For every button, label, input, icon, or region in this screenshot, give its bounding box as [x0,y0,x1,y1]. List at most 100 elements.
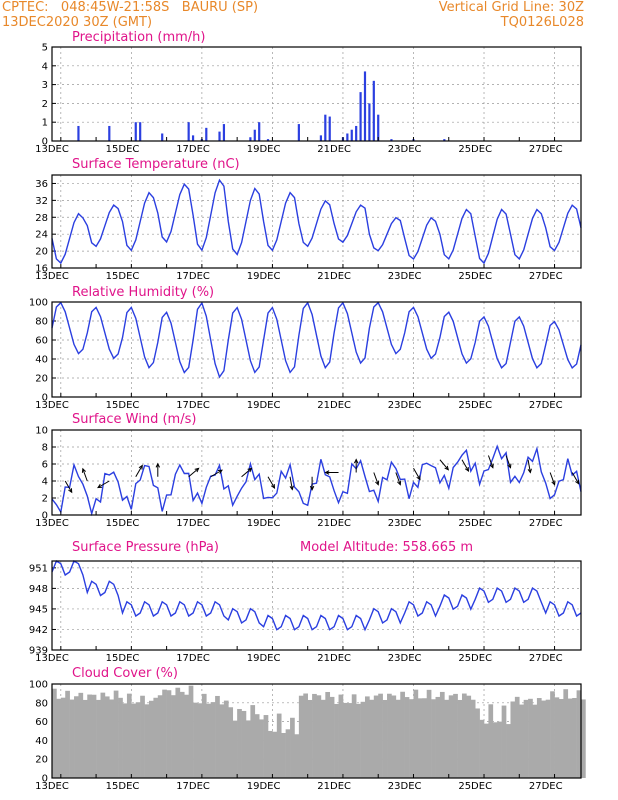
precip-frame [51,46,582,142]
x-tick-label: 23DEC [388,400,422,411]
x-tick-label: 25DEC [458,400,492,411]
cloud-cover-bar [356,703,361,778]
x-tick-label: 21DEC [317,400,351,411]
cloud-cover-bar [373,695,379,778]
precip-bar [368,103,371,141]
precip-panel: Precipitation (mm/h) 0 1 2 3 4 5 13DEC 15DEC 17DE… [35,30,582,155]
cloud-cover-bar [325,691,331,778]
wind-vector-head [353,458,359,464]
x-tick-label: 13DEC [35,653,69,664]
cloud-cover-bar [118,697,123,778]
cloud-cover-bar [285,729,291,778]
precip-bar [108,125,111,141]
x-tick-label: 23DEC [388,781,422,792]
cloud-cover-bar [272,731,278,778]
cloud-cover-bar [144,704,150,778]
cloud-cover-bar [550,691,555,778]
precip-bar [258,122,261,141]
wind-vector-head [324,470,330,475]
y-tick-label: 20 [35,755,48,766]
precip-bar [161,133,164,141]
wind-vector-shaft [241,468,252,478]
wind-vector-shaft [135,465,143,477]
cloud-cover-bar [387,693,392,778]
x-tick-label: 27DEC [529,781,563,792]
cloud-cover-bar [576,690,582,778]
wind-vector-head [507,463,512,469]
cloud-cover-bar [290,717,295,778]
pressure-title: Surface Pressure (hPa) [72,540,219,555]
cloud-cover-bar [484,723,489,778]
cloud-cover-bar [338,694,344,778]
precip-bar [191,135,195,141]
wind-vector-shaft [571,472,580,485]
x-tick-label: 19DEC [247,271,281,282]
cloud-cover-bar [342,702,348,778]
wind-vector-head [217,469,223,474]
x-tick-label: 13DEC [35,781,69,792]
precip-bar [139,122,142,141]
wind-vector-head [375,480,380,486]
y-tick-label: 0 [42,511,48,522]
wind-vector [64,480,73,494]
temp-series [51,178,582,265]
cloud-cover-bar [91,694,97,778]
rh-series [51,301,582,379]
cloud-cover-bar [461,693,467,778]
x-tick-label: 25DEC [458,781,492,792]
y-tick-label: 3 [42,80,48,91]
wind-vector-head [416,475,421,481]
precip-bar [218,131,221,141]
wind-series [51,444,582,517]
wind-vector [487,455,494,469]
cloud-cover-bar [391,695,397,778]
cloud-cover-bar [417,698,423,778]
x-tick-label: 27DEC [529,144,563,155]
header-station: CPTEC: 048:45W-21:58S BAURU (SP) [2,0,259,15]
cloud-cover-bar [558,699,564,778]
cloud-cover-bar [514,696,520,778]
y-tick-label: 942 [29,625,48,636]
y-tick-label: 0 [42,137,48,148]
cloud-cover-bar [334,703,339,778]
x-tick-label: 13DEC [35,400,69,411]
cloud-cover-bar [254,714,260,778]
cloud-cover-bar [448,695,454,778]
cloud-cover-bar [100,692,106,778]
cloud-cover-bar [492,722,498,778]
cloud-cover-bar [506,724,511,778]
pressure-frame [51,560,582,651]
wind-vector-head [575,479,580,485]
precip-bar [363,71,367,141]
wind-vector-shaft [527,459,531,473]
precip-bar [355,125,358,141]
wind-vector-shaft [267,476,275,489]
cloud-cover-bar [360,701,366,778]
y-tick-label: 5 [42,43,48,54]
x-tick-label: 27DEC [529,271,563,282]
wind-vector-shaft [188,468,199,478]
wind-vector [241,467,253,478]
x-tick-label: 23DEC [388,518,422,529]
y-tick-label: 2 [42,494,48,505]
cloud-cover-bar [135,702,141,778]
pressure-panel: Surface Pressure (hPa) Model Altitude: 55… [29,540,582,664]
cloud-cover-bar [528,698,533,778]
cloud-cover-bar [382,699,388,778]
cloud-cover-bar [153,697,159,778]
x-tick-label: 27DEC [529,653,563,664]
x-tick-label: 15DEC [106,271,140,282]
x-tick-label: 25DEC [458,271,492,282]
cloud-cover-bar [65,690,70,778]
x-tick-label: 27DEC [529,518,563,529]
y-tick-label: 80 [35,317,48,328]
wind-vector [527,459,532,474]
cloud-cover-bar [104,696,110,778]
y-tick-label: 60 [35,336,48,347]
y-tick-label: 2 [42,99,48,110]
wind-vector [373,472,380,486]
cloud-cover-bar [250,705,256,778]
header-model: TQ0126L028 [500,15,584,30]
precip-bar [390,139,393,141]
y-tick-label: 20 [35,374,48,385]
